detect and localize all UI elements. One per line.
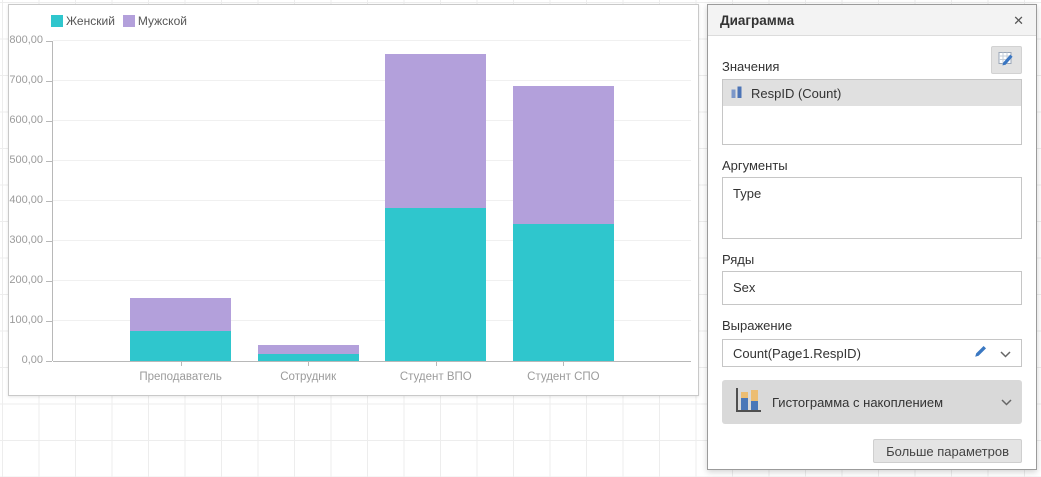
y-axis-tick-label: 200,00 [9,274,43,286]
h-gridline [53,240,691,241]
values-item-label: RespID (Count) [751,85,842,101]
legend-item[interactable]: Мужской [122,14,187,28]
plot-area [52,40,691,362]
legend-swatch [122,15,135,27]
x-axis-tick-label: Сотрудник [280,371,337,383]
x-axis-line [53,361,691,362]
expression-label: Выражение [722,318,793,333]
y-axis-tick-label: 400,00 [9,194,43,206]
x-axis-tick [308,361,310,366]
bar-segment-Мужской[interactable] [257,345,359,354]
bar-segment-Мужской[interactable] [512,86,614,224]
values-listbox[interactable]: RespID (Count) [722,79,1022,145]
y-axis-tick [46,81,52,82]
chart-legend: Женский Мужской [51,14,195,28]
series-listbox[interactable]: Sex [722,271,1022,305]
chevron-down-icon [1000,346,1011,361]
y-axis-tick-label: 100,00 [9,314,43,326]
series-label: Ряды [722,252,755,267]
bar-1[interactable] [130,41,232,361]
h-gridline [53,280,691,281]
y-axis-tick [46,161,52,162]
chart-type-value: Гистограмма с накоплением [772,394,944,410]
table-edit-icon [998,50,1015,70]
x-axis-tick-label: Студент ВПО [399,371,472,383]
bar-segment-Женский[interactable] [512,224,614,361]
bar-4[interactable] [512,41,614,361]
more-parameters-button[interactable]: Больше параметров [873,439,1022,463]
y-axis-tick-label: 700,00 [9,74,43,86]
h-gridline [53,320,691,321]
y-axis-tick [46,41,52,42]
bar-segment-Женский[interactable] [130,331,232,361]
y-axis-tick [46,361,52,362]
values-label: Значения [722,59,780,74]
legend-label: Мужской [137,14,187,28]
arguments-label: Аргументы [722,158,788,173]
measure-bars-icon [731,86,743,101]
y-axis-line [52,41,53,361]
values-item-respid[interactable]: RespID (Count) [723,80,1021,106]
x-axis-tick [435,361,437,366]
bar-segment-Женский[interactable] [385,208,487,361]
y-axis-tick-label: 500,00 [9,154,43,166]
y-axis-tick [46,121,52,122]
panel-header: Диаграмма ✕ [708,5,1036,36]
bar-segment-Мужской[interactable] [130,298,232,331]
expression-value: Count(Page1.RespID) [733,345,861,361]
arguments-item-label: Type [733,186,762,201]
edit-expression-icon[interactable] [973,344,988,362]
panel-title: Диаграмма [720,12,795,28]
bar-segment-Мужской[interactable] [385,54,487,208]
bar-2[interactable] [257,41,359,361]
y-axis-tick-label: 800,00 [9,34,43,46]
y-axis-tick [46,321,52,322]
h-gridline [53,80,691,81]
bar-segment-Женский[interactable] [257,354,359,361]
x-axis-tick-label: Студент СПО [527,371,600,383]
x-axis-tick-label: Преподаватель [139,371,222,383]
diagram-properties-panel: Диаграмма ✕ Значения [707,4,1037,470]
y-axis-tick [46,281,52,282]
h-gridline [53,40,691,41]
chart-widget[interactable]: Женский Мужской 0,00 100,00 200,00 300,00 400… [8,4,699,396]
legend-label: Женский [66,14,115,28]
bar-3[interactable] [385,41,487,361]
h-gridline [53,160,691,161]
arguments-listbox[interactable]: Type [722,177,1022,239]
chart-type-dropdown[interactable]: Гистограмма с накоплением [722,380,1022,424]
y-axis-tick-label: 0,00 [21,354,43,366]
y-axis-tick [46,241,52,242]
expression-dropdown[interactable]: Count(Page1.RespID) [722,339,1022,367]
y-axis-tick-label: 600,00 [9,114,43,126]
legend-item[interactable]: Женский [51,14,115,28]
y-axis-tick-label: 300,00 [9,234,43,246]
h-gridline [53,200,691,201]
edit-values-button[interactable] [991,46,1022,74]
chevron-down-icon [1001,393,1012,411]
x-axis-tick [180,361,182,366]
h-gridline [53,120,691,121]
x-axis-tick [563,361,565,366]
close-icon[interactable]: ✕ [1013,12,1024,28]
y-axis-tick [46,201,52,202]
series-item-label: Sex [733,280,756,295]
legend-swatch [51,15,63,27]
series-item-sex[interactable]: Sex [723,272,1021,303]
stacked-bar-chart-icon [732,385,762,420]
arguments-item-type[interactable]: Type [723,178,1021,209]
